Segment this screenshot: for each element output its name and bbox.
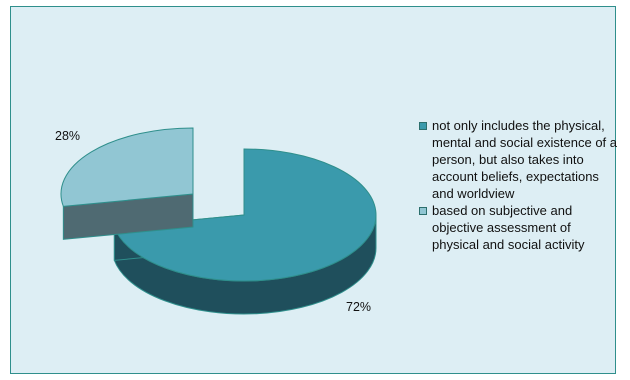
legend: not only includes the physical, mental a… [419, 117, 617, 253]
legend-item-1: based on subjective and objective assess… [419, 202, 617, 253]
legend-label-1: based on subjective and objective assess… [432, 203, 585, 252]
slice-1-top [60, 127, 194, 207]
slice-0-value-label: 72% [346, 300, 371, 314]
slice-0-top [113, 148, 377, 282]
legend-swatch-0 [419, 122, 427, 130]
legend-item-0: not only includes the physical, mental a… [419, 117, 617, 202]
slice-1-value-label: 28% [55, 129, 80, 143]
legend-label-0: not only includes the physical, mental a… [432, 118, 617, 201]
legend-swatch-1 [419, 207, 427, 215]
